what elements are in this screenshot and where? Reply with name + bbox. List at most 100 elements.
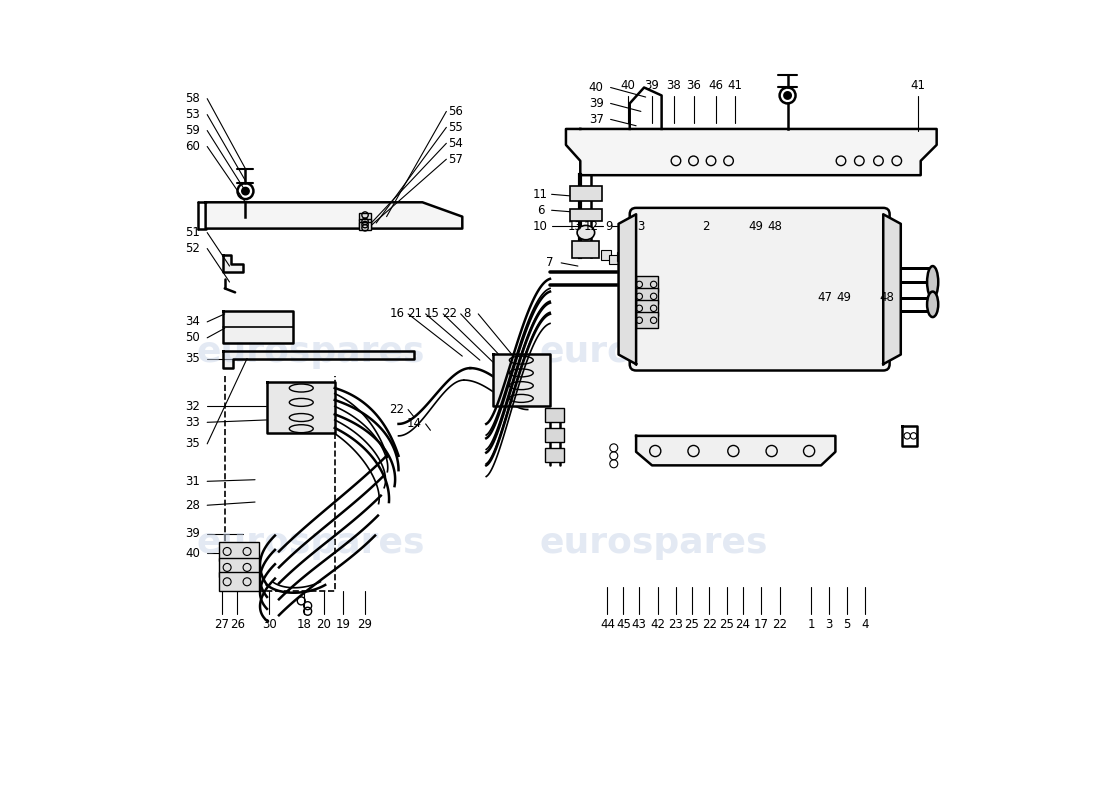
Ellipse shape	[578, 226, 595, 240]
Text: 35: 35	[186, 438, 200, 450]
Polygon shape	[618, 214, 636, 364]
Text: 14: 14	[407, 418, 422, 430]
Ellipse shape	[927, 266, 938, 298]
Text: 56: 56	[449, 105, 463, 118]
Text: 13: 13	[568, 220, 583, 233]
Text: 37: 37	[588, 113, 604, 126]
Text: 59: 59	[186, 124, 200, 137]
Text: 41: 41	[911, 78, 926, 91]
Text: 24: 24	[736, 618, 750, 631]
Text: 16: 16	[389, 307, 405, 321]
Text: 19: 19	[336, 618, 350, 631]
Text: 32: 32	[186, 400, 200, 413]
Text: 30: 30	[262, 618, 277, 631]
Text: 22: 22	[702, 618, 717, 631]
Polygon shape	[206, 202, 462, 229]
Text: 22: 22	[772, 618, 788, 631]
Bar	[636, 300, 659, 316]
Text: 6: 6	[537, 204, 544, 217]
Text: 23: 23	[669, 618, 683, 631]
Polygon shape	[223, 310, 294, 342]
Text: 1: 1	[807, 618, 815, 631]
Polygon shape	[493, 354, 550, 406]
Text: eurospares: eurospares	[197, 335, 425, 369]
Polygon shape	[223, 350, 415, 368]
Text: 54: 54	[449, 137, 463, 150]
Text: eurospares: eurospares	[539, 526, 768, 561]
Bar	[359, 219, 372, 227]
Text: 28: 28	[186, 498, 200, 512]
Text: 39: 39	[588, 97, 604, 110]
Bar	[546, 448, 564, 462]
Text: 2: 2	[702, 220, 710, 233]
Text: 31: 31	[186, 475, 200, 488]
Text: 25: 25	[719, 618, 735, 631]
Text: eurospares: eurospares	[539, 335, 768, 369]
Bar	[636, 277, 659, 292]
Bar	[546, 408, 564, 422]
Bar	[359, 213, 372, 221]
Text: 25: 25	[684, 618, 700, 631]
Polygon shape	[267, 382, 334, 434]
Polygon shape	[636, 436, 835, 466]
Text: 29: 29	[358, 618, 373, 631]
Text: 40: 40	[588, 81, 604, 94]
Text: 11: 11	[532, 188, 548, 201]
Text: 20: 20	[316, 618, 331, 631]
Text: 57: 57	[449, 153, 463, 166]
Text: 22: 22	[389, 403, 405, 416]
Circle shape	[784, 92, 791, 98]
Text: 58: 58	[186, 92, 200, 105]
Circle shape	[242, 188, 249, 194]
Ellipse shape	[927, 291, 938, 317]
Text: 45: 45	[616, 618, 630, 631]
Bar	[219, 542, 258, 561]
Text: 17: 17	[754, 618, 769, 631]
Bar	[359, 222, 372, 230]
Text: 34: 34	[186, 315, 200, 328]
Text: 5: 5	[843, 618, 850, 631]
Text: 55: 55	[449, 121, 463, 134]
Polygon shape	[883, 214, 901, 364]
Bar	[219, 572, 258, 591]
Text: 12: 12	[584, 220, 600, 233]
Text: 52: 52	[186, 242, 200, 255]
Text: 3: 3	[637, 220, 645, 233]
Text: 40: 40	[186, 546, 200, 559]
Polygon shape	[223, 255, 243, 273]
Text: 46: 46	[708, 78, 724, 91]
Text: 48: 48	[879, 291, 894, 305]
Text: 36: 36	[686, 78, 701, 91]
Bar	[617, 252, 627, 262]
Bar	[572, 241, 600, 258]
Text: 47: 47	[817, 291, 833, 305]
Text: eurospares: eurospares	[197, 526, 425, 561]
Text: 60: 60	[186, 140, 200, 153]
Text: 15: 15	[425, 307, 439, 321]
Text: 9: 9	[605, 220, 613, 233]
Text: 8: 8	[463, 307, 471, 321]
Text: 4: 4	[861, 618, 869, 631]
Text: 53: 53	[186, 108, 200, 121]
Text: 39: 39	[645, 78, 660, 91]
Text: 40: 40	[620, 78, 636, 91]
Text: 21: 21	[407, 307, 422, 321]
Text: 38: 38	[667, 78, 681, 91]
Text: 51: 51	[186, 226, 200, 239]
Text: 10: 10	[534, 220, 548, 233]
Text: 49: 49	[836, 291, 851, 305]
Text: 35: 35	[186, 352, 200, 365]
Bar	[636, 288, 659, 304]
Bar	[570, 186, 602, 201]
FancyBboxPatch shape	[629, 208, 890, 370]
Bar	[570, 209, 602, 222]
Text: 41: 41	[727, 78, 742, 91]
Text: 42: 42	[650, 618, 666, 631]
Text: 49: 49	[748, 220, 763, 233]
Text: 3: 3	[825, 618, 833, 631]
Text: 27: 27	[214, 618, 229, 631]
Bar	[609, 255, 618, 265]
Text: 39: 39	[186, 527, 200, 541]
Text: 18: 18	[297, 618, 312, 631]
Text: 44: 44	[600, 618, 615, 631]
